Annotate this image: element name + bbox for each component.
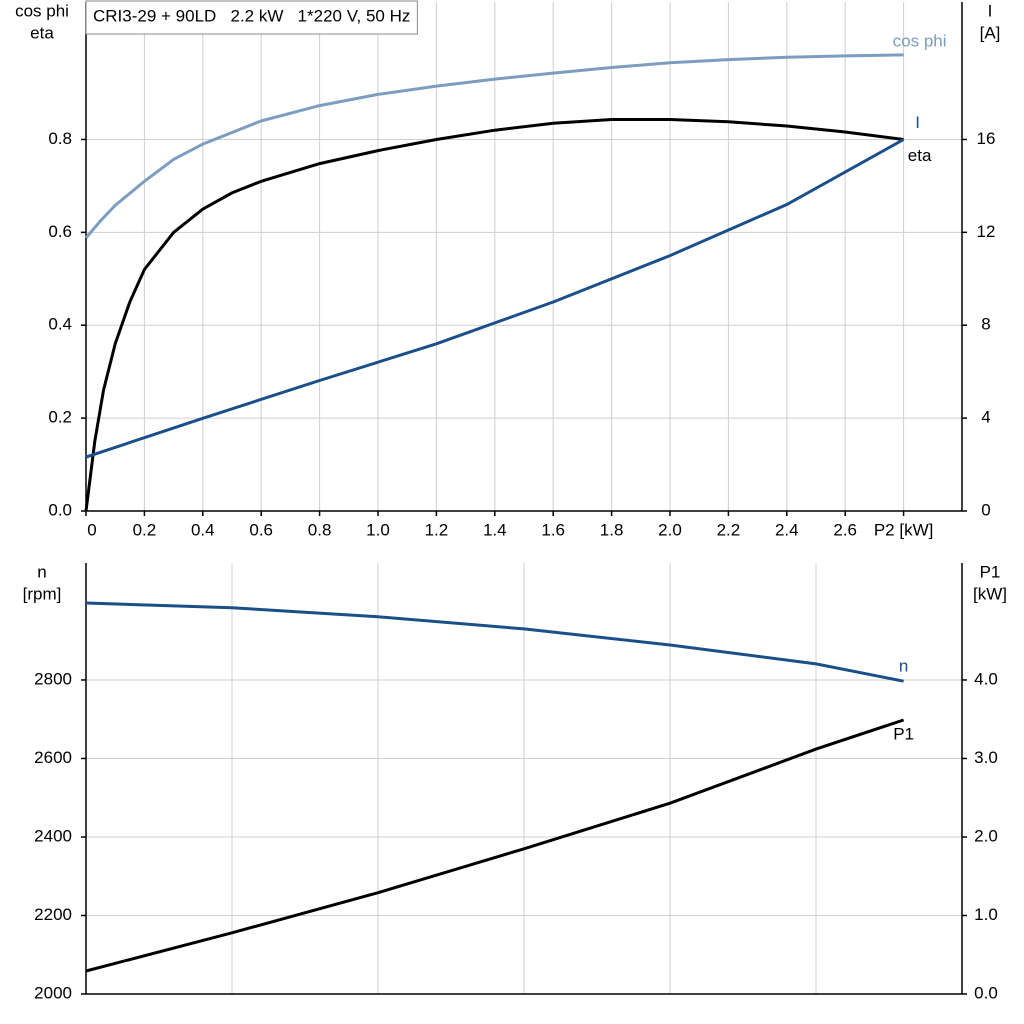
x-tick-label: 2.2 [717,520,741,539]
y2-tick-label: 4 [981,408,990,427]
x-tick-label: P2 [kW] [874,520,934,539]
title-frame [85,0,418,35]
y-tick-label: 2000 [34,983,72,1002]
y-tick-label: 2800 [34,669,72,688]
x-tick-label: 2.0 [658,520,682,539]
x-tick-label: 0.4 [191,520,215,539]
x-tick-label: 1.8 [600,520,624,539]
x-tick-label: 1.4 [483,520,507,539]
series-line [84,118,904,512]
y2-tick-label: 0.0 [974,983,998,1002]
y2-tick-label: 1.0 [974,905,998,924]
series-label: n [899,657,908,676]
x-tick-label: 1.2 [425,520,449,539]
series-label: I [915,113,920,132]
x-tick-label: 0 [87,520,96,539]
y2-axis-title: I [988,1,993,20]
series-label: eta [908,146,932,165]
y-tick-label: 0.6 [48,222,72,241]
y-axis-title: eta [30,23,54,42]
x-tick-label: 1.0 [366,520,390,539]
chart-title: CRI3-29 + 90LD 2.2 kW 1*220 V, 50 Hz [93,6,410,25]
x-tick-label: 0.8 [308,520,332,539]
series-line [84,53,904,239]
y-tick-label: 0.8 [48,129,72,148]
y-tick-label: 2600 [34,748,72,767]
y2-tick-label: 3.0 [974,748,998,767]
y-tick-label: 0.0 [48,500,72,519]
series-line [85,718,905,973]
series-label: cos phi [893,31,947,50]
y2-tick-label: 0 [981,500,990,519]
series-line [85,138,905,459]
x-tick-label: 1.6 [541,520,565,539]
y2-axis-title: P1 [980,562,1001,581]
y-tick-label: 0.4 [48,315,72,334]
y2-tick-label: 8 [981,315,990,334]
title-box: CRI3-29 + 90LD 2.2 kW 1*220 V, 50 Hz [85,0,418,35]
y2-tick-label: 4.0 [974,669,998,688]
y-tick-label: 0.2 [48,408,72,427]
y-axis-title: [rpm] [23,584,62,603]
y-tick-label: 2200 [34,905,72,924]
series-line [85,601,904,683]
y2-axis-title: [kW] [973,584,1007,603]
series-label: P1 [893,724,914,743]
y-tick-label: 2400 [34,826,72,845]
y2-tick-label: 16 [977,129,996,148]
x-tick-label: 2.6 [833,520,857,539]
y-axis-title: n [37,562,46,581]
x-tick-label: 0.2 [133,520,157,539]
y2-axis-title: [A] [980,23,1001,42]
x-tick-label: 0.6 [249,520,273,539]
x-tick-label: 2.4 [775,520,799,539]
y-axis-title: cos phi [15,1,69,20]
y2-tick-label: 12 [977,222,996,241]
y2-tick-label: 2.0 [974,826,998,845]
